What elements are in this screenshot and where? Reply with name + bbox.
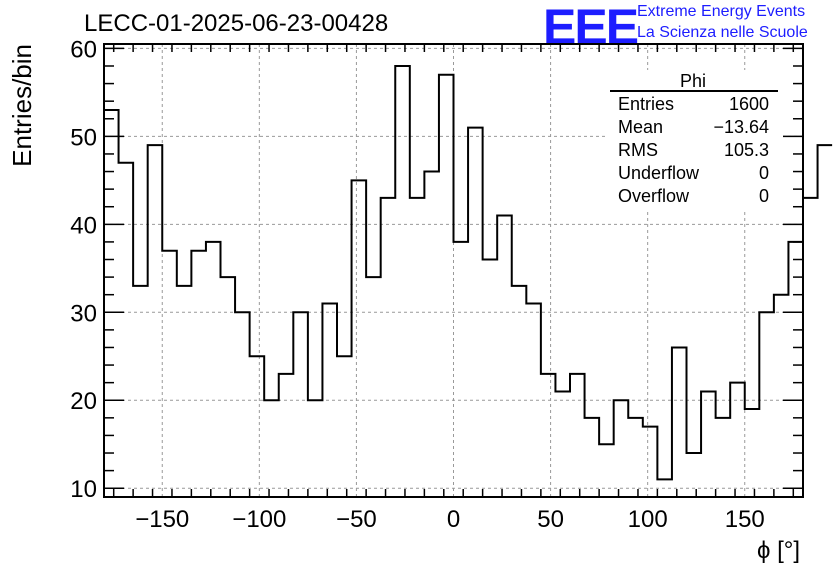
plot-frame <box>103 43 804 498</box>
chart-title: LECC-01-2025-06-23-00428 <box>84 10 389 37</box>
x-axis-label: ϕ [°] <box>757 537 800 564</box>
x-tick-label: 50 <box>537 506 564 533</box>
y-tick-label: 30 <box>70 300 97 327</box>
x-tick-label: −150 <box>135 506 189 533</box>
y-tick-label: 10 <box>70 476 97 503</box>
stats-label: RMS <box>618 140 658 160</box>
stats-value: −13.64 <box>713 117 769 137</box>
x-tick-label: −50 <box>336 506 377 533</box>
stats-label: Entries <box>618 94 674 114</box>
stats-label: Overflow <box>618 186 690 206</box>
axis-ticks <box>104 44 803 497</box>
stats-background <box>606 70 783 210</box>
stats-value: 0 <box>759 186 769 206</box>
stats-box: Phi Entries 1600 Mean −13.64 RMS 105.3 Underflo… <box>606 70 783 210</box>
x-tick-label: 0 <box>447 506 460 533</box>
stats-label: Underflow <box>618 163 700 183</box>
y-tick-label: 40 <box>70 212 97 239</box>
logo-line-1: Extreme Energy Events <box>637 3 806 20</box>
stats-label: Mean <box>618 117 663 137</box>
x-tick-label: 100 <box>628 506 668 533</box>
eee-logo: EEE <box>543 0 639 55</box>
stats-title: Phi <box>680 71 706 91</box>
axis-labels: −150 −100 −50 0 50 100 150 10 20 30 40 50 60 ϕ [°] Ent… <box>7 36 800 564</box>
stats-value: 105.3 <box>724 140 769 160</box>
histogram-step-line <box>104 64 833 481</box>
stats-value: 1600 <box>729 94 769 114</box>
y-axis-label: Entries/bin <box>7 44 37 167</box>
stats-value: 0 <box>759 163 769 183</box>
x-tick-label: −100 <box>232 506 286 533</box>
y-tick-label: 20 <box>70 388 97 415</box>
logo-line-2: La Scienza nelle Scuole <box>637 24 808 41</box>
x-tick-label: 150 <box>725 506 765 533</box>
y-tick-label: 50 <box>70 124 97 151</box>
y-tick-label: 60 <box>70 36 97 63</box>
